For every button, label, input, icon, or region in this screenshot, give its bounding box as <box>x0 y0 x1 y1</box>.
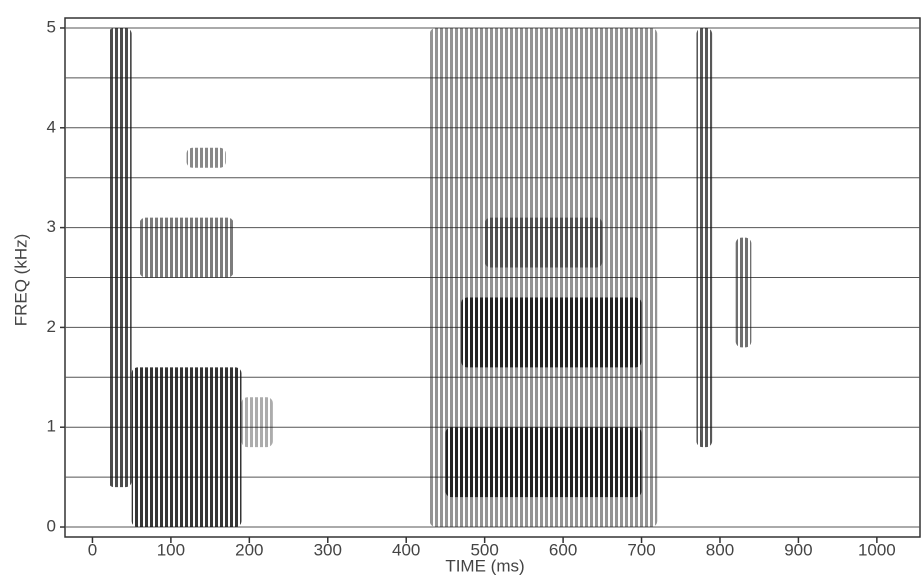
energy-region <box>139 217 234 278</box>
energy-region <box>186 147 226 168</box>
x-tick-label: 800 <box>706 540 734 559</box>
x-tick-label: 0 <box>88 540 97 559</box>
x-tick-label: 300 <box>314 540 342 559</box>
x-tick-label: 1000 <box>858 540 896 559</box>
y-tick-label: 1 <box>47 417 56 436</box>
y-tick-label: 0 <box>47 517 56 536</box>
energy-region <box>735 237 752 348</box>
y-tick-label: 3 <box>47 217 56 236</box>
energy-region <box>445 427 642 498</box>
x-tick-label: 400 <box>392 540 420 559</box>
x-tick-label: 200 <box>235 540 263 559</box>
y-tick-label: 4 <box>47 117 56 136</box>
energy-region <box>429 27 658 528</box>
x-tick-label: 500 <box>470 540 498 559</box>
energy-region <box>108 27 132 488</box>
x-tick-label: 100 <box>157 540 185 559</box>
energy-region <box>484 217 603 268</box>
energy-region <box>241 397 273 448</box>
x-tick-label: 700 <box>627 540 655 559</box>
x-tick-label: 600 <box>549 540 577 559</box>
y-tick-label: 2 <box>47 317 56 336</box>
energy-region <box>131 367 242 528</box>
x-tick-label: 900 <box>784 540 812 559</box>
energy-region <box>461 297 642 368</box>
energy-region <box>696 27 713 448</box>
y-tick-label: 5 <box>47 17 56 36</box>
y-axis-label: FREQ (kHz) <box>11 234 30 327</box>
x-axis-label: TIME (ms) <box>445 556 524 575</box>
